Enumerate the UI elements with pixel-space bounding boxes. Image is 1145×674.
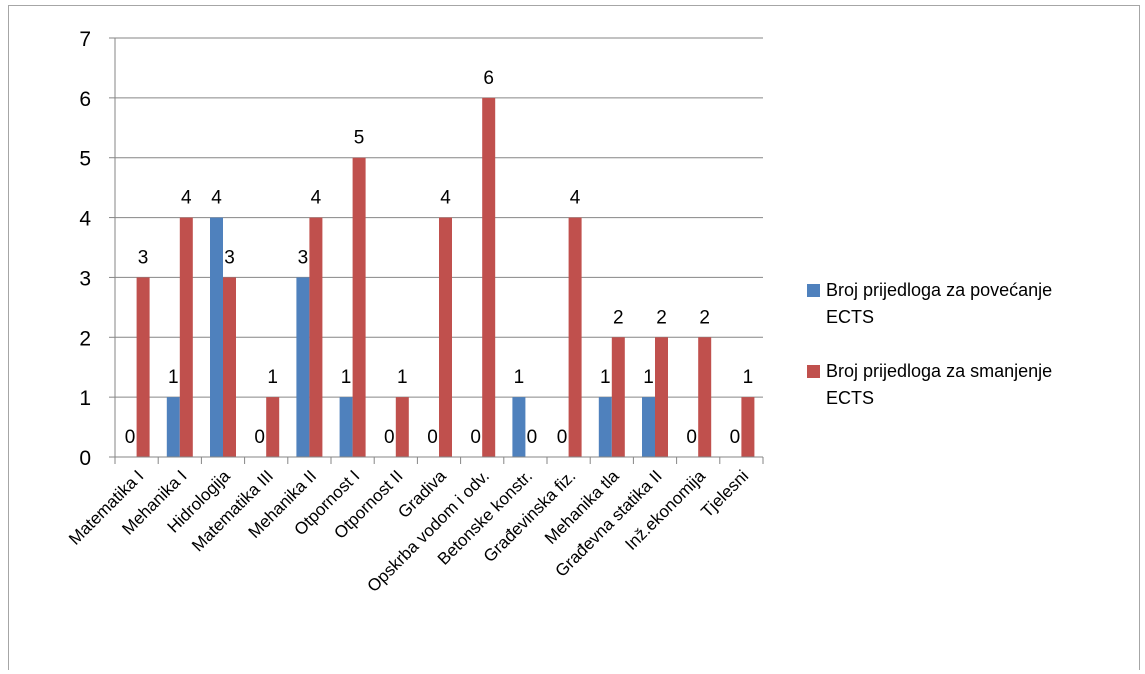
data-label-smanjenje: 0 <box>527 427 538 448</box>
data-label-smanjenje: 4 <box>570 188 581 209</box>
bar-smanjenje <box>611 337 625 457</box>
bar-smanjenje <box>482 97 496 457</box>
data-label-smanjenje: 4 <box>311 188 322 209</box>
legend-label-smanjenje-cont: ECTS <box>826 388 874 408</box>
data-label-povecanje: 1 <box>514 367 525 388</box>
data-label-povecanje: 0 <box>427 427 438 448</box>
bar-smanjenje <box>568 217 582 457</box>
y-tick-label: 1 <box>79 387 91 410</box>
bar-smanjenje <box>395 397 409 457</box>
data-label-povecanje: 0 <box>557 427 568 448</box>
data-label-smanjenje: 1 <box>267 367 278 388</box>
data-label-povecanje: 0 <box>730 427 741 448</box>
legend-label-smanjenje: Broj prijedloga za smanjenje <box>826 361 1052 381</box>
data-label-povecanje: 0 <box>384 427 395 448</box>
y-tick-label: 2 <box>79 327 91 350</box>
data-label-povecanje: 0 <box>125 427 136 448</box>
data-label-povecanje: 0 <box>254 427 265 448</box>
y-tick-label: 7 <box>79 28 91 51</box>
bar-smanjenje <box>439 217 452 457</box>
data-label-smanjenje: 3 <box>138 247 149 268</box>
bar-povecanje <box>339 397 353 457</box>
y-tick-label: 0 <box>79 447 91 470</box>
bar-smanjenje <box>309 217 323 457</box>
x-tick-label: Tjelesni <box>697 466 752 521</box>
data-label-povecanje: 4 <box>211 188 222 209</box>
data-label-povecanje: 1 <box>643 367 654 388</box>
data-label-smanjenje: 4 <box>181 188 192 209</box>
legend-label-povecanje: Broj prijedloga za povećanje <box>826 280 1052 300</box>
y-tick-label: 4 <box>79 208 91 231</box>
bar-smanjenje <box>655 337 668 457</box>
legend-swatch-smanjenje <box>807 365 820 378</box>
bar-povecanje <box>642 397 655 457</box>
data-label-smanjenje: 3 <box>224 247 235 268</box>
legend-label-povecanje-cont: ECTS <box>826 307 874 327</box>
chart-frame <box>8 5 1140 670</box>
bar-povecanje <box>296 277 310 457</box>
data-label-povecanje: 1 <box>600 367 611 388</box>
bar-smanjenje <box>179 217 193 457</box>
data-label-smanjenje: 4 <box>440 188 451 209</box>
bar-smanjenje <box>741 397 755 457</box>
y-tick-label: 3 <box>79 267 91 290</box>
data-label-smanjenje: 5 <box>354 128 365 149</box>
data-label-smanjenje: 2 <box>656 307 667 328</box>
data-label-smanjenje: 2 <box>613 307 624 328</box>
data-label-smanjenje: 2 <box>699 307 710 328</box>
data-label-povecanje: 0 <box>686 427 697 448</box>
bar-smanjenje <box>136 277 150 457</box>
bar-povecanje <box>512 397 526 457</box>
bar-smanjenje <box>352 157 366 457</box>
data-label-povecanje: 0 <box>470 427 481 448</box>
bar-smanjenje <box>223 277 236 457</box>
bar-smanjenje <box>266 397 280 457</box>
data-label-smanjenje: 1 <box>397 367 408 388</box>
legend-swatch-povecanje <box>807 284 820 297</box>
data-label-povecanje: 1 <box>168 367 179 388</box>
bar-povecanje <box>166 397 180 457</box>
bar-smanjenje <box>698 337 712 457</box>
data-label-povecanje: 3 <box>298 247 309 268</box>
data-label-smanjenje: 1 <box>743 367 754 388</box>
bar-povecanje <box>210 217 223 457</box>
data-label-smanjenje: 6 <box>483 68 494 89</box>
y-tick-label: 6 <box>79 88 91 111</box>
bar-povecanje <box>598 397 612 457</box>
y-tick-label: 5 <box>79 148 91 171</box>
data-label-povecanje: 1 <box>341 367 352 388</box>
